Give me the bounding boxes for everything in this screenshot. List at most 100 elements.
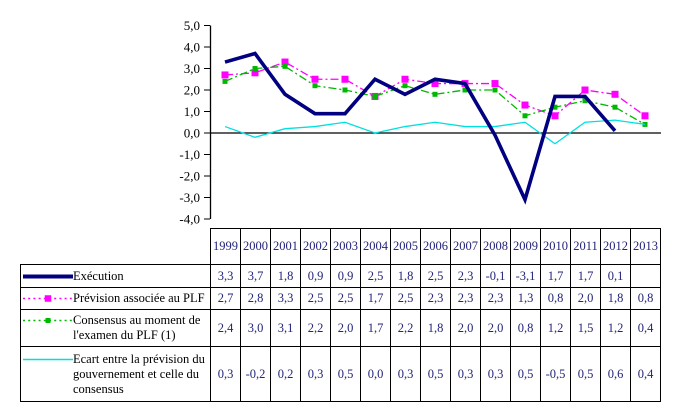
row-label-cell-consensus-plf: Consensus au moment de l'examen du PLF (…	[20, 309, 211, 347]
value-cell: 2,8	[240, 287, 271, 310]
value-cell: 3,7	[240, 264, 271, 288]
y-axis-tick-label: 2,0	[184, 83, 200, 98]
value-cell: 3,3	[210, 264, 241, 288]
value-cell: 2,5	[330, 287, 361, 310]
year-header-cell: 1999	[210, 228, 241, 265]
row-label-text: Prévision associée au PLF	[73, 291, 205, 305]
value-cell: 1,8	[420, 309, 451, 347]
value-cell: 0,8	[510, 309, 541, 347]
value-cell: 0,3	[390, 346, 421, 402]
series-marker-consensus-icon	[342, 87, 348, 93]
legend-swatch-prevision-plf	[23, 292, 73, 305]
value-cell: -0,5	[540, 346, 571, 402]
value-cell: 3,0	[240, 309, 271, 347]
year-header-cell: 2004	[360, 228, 391, 265]
series-marker-prevision-icon	[401, 75, 409, 83]
value-cell: 0,3	[480, 346, 511, 402]
row-label-text: Consensus au moment de l'examen du PLF (…	[73, 313, 201, 342]
y-axis-tick-label: -2,0	[179, 169, 200, 184]
series-marker-consensus-icon	[312, 83, 318, 89]
series-marker-prevision-icon	[581, 86, 589, 94]
value-cell: 2,5	[390, 287, 421, 310]
year-header-cell: 2002	[300, 228, 331, 265]
value-cell: -0,1	[480, 264, 511, 288]
legend-marker-icon	[45, 318, 51, 323]
value-cell: 2,3	[450, 287, 481, 310]
value-cell: 2,2	[300, 309, 331, 347]
value-cell: 0,3	[300, 346, 331, 402]
legend-swatch-consensus-plf	[23, 314, 73, 327]
series-marker-prevision-icon	[521, 101, 529, 109]
series-marker-prevision-icon	[341, 75, 349, 83]
row-label-cell-ecart-prevision-consensus: Ecart entre la prévision du gouvernement…	[20, 346, 211, 402]
value-cell: 0,3	[210, 346, 241, 402]
row-label-text: Ecart entre la prévision du gouvernement…	[73, 351, 205, 396]
value-cell: 0,4	[630, 346, 661, 402]
series-marker-consensus-icon	[372, 93, 378, 99]
value-cell: 0,9	[330, 264, 361, 288]
y-axis-tick-label: -4,0	[179, 212, 200, 227]
series-marker-consensus-icon	[582, 98, 588, 104]
value-cell: 1,7	[540, 264, 571, 288]
value-cell: 0,0	[360, 346, 391, 402]
value-cell: 1,7	[360, 287, 391, 310]
series-marker-consensus-icon	[252, 66, 258, 71]
value-cell: 2,3	[420, 287, 451, 310]
table-row-ecart-prevision-consensus: Ecart entre la prévision du gouvernement…	[20, 346, 661, 402]
year-header-cell: 2003	[330, 228, 361, 265]
value-cell: 1,3	[510, 287, 541, 310]
y-axis-tick-label: 1,0	[184, 104, 200, 119]
year-header-cell: 2011	[570, 228, 601, 265]
value-cell: 1,7	[360, 309, 391, 347]
table-row-prevision-plf: Prévision associée au PLF 2,7 2,8 3,3 2,5 2,5…	[20, 287, 661, 310]
series-marker-prevision-icon	[551, 112, 559, 120]
series-marker-consensus-icon	[222, 78, 228, 84]
row-label-cell-execution: Exécution	[20, 264, 211, 288]
value-cell	[630, 264, 661, 288]
legend-swatch-ecart-prevision-consensus	[23, 353, 73, 366]
y-axis-tick-label: -1,0	[179, 147, 200, 162]
series-marker-consensus-icon	[282, 63, 288, 69]
y-axis-tick-label: 5,0	[184, 18, 200, 33]
row-label-text: Exécution	[73, 268, 124, 283]
value-cell: 1,5	[570, 309, 601, 347]
value-cell: 2,0	[330, 309, 361, 347]
value-cell: 0,5	[570, 346, 601, 402]
value-cell: 2,5	[420, 264, 451, 288]
series-marker-consensus-icon	[462, 87, 468, 93]
value-cell: 0,3	[450, 346, 481, 402]
series-marker-consensus-icon	[492, 87, 498, 93]
line-chart: 5,0 4,0 3,0 2,0 1,0 0,0 -1,0 -2,0 -3,0 -4,0	[179, 18, 661, 227]
value-cell: 2,3	[450, 264, 481, 288]
value-cell: 3,3	[270, 287, 301, 310]
value-cell: 2,0	[450, 309, 481, 347]
value-cell: 0,4	[630, 309, 661, 347]
value-cell: 0,5	[420, 346, 451, 402]
value-cell: 1,2	[600, 309, 631, 347]
value-cell: 3,1	[270, 309, 301, 347]
value-cell: 0,5	[510, 346, 541, 402]
row-label-cell-prevision-plf: Prévision associée au PLF	[20, 287, 211, 310]
value-cell: 0,8	[540, 287, 571, 310]
value-cell: 0,6	[600, 346, 631, 402]
series-line-consensus-au	[224, 65, 646, 125]
series-marker-prevision-icon	[431, 80, 439, 88]
y-axis-tick-label: 4,0	[184, 40, 200, 55]
table-row-consensus-plf: Consensus au moment de l'examen du PLF (…	[20, 309, 661, 347]
value-cell: 2,5	[300, 287, 331, 310]
series-marker-prevision-icon	[311, 75, 319, 83]
y-axis-tick-label: 3,0	[184, 61, 200, 76]
value-cell: 1,7	[570, 264, 601, 288]
year-header-cell: 2007	[450, 228, 481, 265]
value-cell: 0,5	[330, 346, 361, 402]
value-cell: -0,2	[240, 346, 271, 402]
year-header-cell: 2009	[510, 228, 541, 265]
value-cell: 2,5	[360, 264, 391, 288]
year-header-cell: 2012	[600, 228, 631, 265]
table-row-execution: Exécution 3,3 3,7 1,8 0,9 0,9 2,5 1,8 2,5 2,3 -0,1…	[20, 264, 661, 288]
series-marker-prevision-icon	[251, 69, 259, 77]
series-marker-consensus-icon	[432, 91, 438, 97]
year-header-cell: 2010	[540, 228, 571, 265]
value-cell: 2,0	[480, 309, 511, 347]
year-header-cell: 2005	[390, 228, 421, 265]
